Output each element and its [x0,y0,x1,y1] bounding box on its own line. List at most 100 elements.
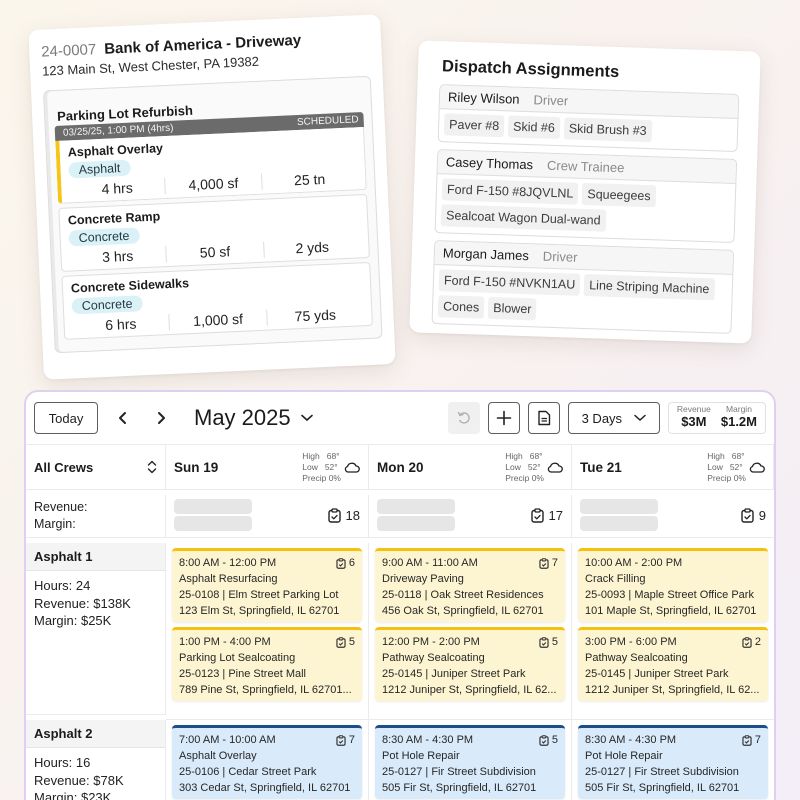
event-title: Crack Filling [585,573,646,586]
task-card[interactable]: Concrete Ramp Concrete 3 hrs 50 sf 2 yds [58,193,370,272]
equipment-chip[interactable]: Paver #8 [443,113,505,138]
event-time: 3:00 PM - 6:00 PM [585,636,677,649]
event-task-count: 2 [742,634,761,650]
month-picker[interactable]: May 2025 [194,405,313,431]
cloud-icon [344,461,360,473]
event-card[interactable]: 12:00 PM - 2:00 PM 5 Pathway Sealcoating… [375,627,565,702]
clipboard-check-icon [327,508,341,523]
equipment-chip[interactable]: Cones [437,295,485,319]
equipment-chip[interactable]: Ford F-150 #8JQVLNL [441,178,579,205]
event-card[interactable]: 8:00 AM - 12:00 PM 6 Asphalt Resurfacing… [172,548,362,623]
event-task-count: 6 [336,555,355,571]
phase-status-badge: SCHEDULED [296,114,359,129]
day-summary: 9 [572,495,774,539]
crew-revenue: Revenue: $78K [34,772,124,788]
assignment[interactable]: Casey Thomas Crew Trainee Ford F-150 #8J… [434,149,738,243]
day-cell[interactable]: 8:00 AM - 12:00 PM 6 Asphalt Resurfacing… [166,543,369,721]
event-title: Driveway Paving [382,573,464,586]
revenue-label: Revenue: [34,500,88,515]
equipment-list: Ford F-150 #NVKN1AU Line Striping Machin… [433,265,733,333]
event-card[interactable]: 10:00 AM - 2:00 PM Crack Filling 25-0093… [578,548,768,623]
crew-filter-select[interactable]: All Crews [26,445,166,490]
event-card[interactable]: 1:00 PM - 4:00 PM 5 Parking Lot Sealcoat… [172,627,362,702]
event-card[interactable]: 8:30 AM - 4:30 PM 7 Pot Hole Repair 25-0… [578,725,768,800]
event-card[interactable]: 8:30 AM - 4:30 PM 5 Pot Hole Repair 25-0… [375,725,565,800]
event-job: 25-0123 | Pine Street Mall [179,668,306,681]
equipment-chip[interactable]: Ford F-150 #NVKN1AU [438,269,581,296]
revenue-skeleton [580,499,658,515]
event-time: 7:00 AM - 10:00 AM [179,734,276,747]
event-card[interactable]: 7:00 AM - 10:00 AM 7 Asphalt Overlay 25-… [172,725,362,800]
task-quantity: 25 tn [293,170,326,189]
event-title: Pathway Sealcoating [585,652,688,665]
equipment-chip[interactable]: Squeegees [582,182,656,208]
add-button[interactable] [487,402,520,434]
day-label[interactable]: Sun 19 [174,459,219,475]
toolbar-actions: 3 Days Revenue $3M Margin $1.2M [447,402,766,434]
event-address: 505 Fir St, Springfield, IL 62701 [585,782,740,795]
low-temp: 52° [729,461,743,472]
day-cell[interactable]: 9:00 AM - 11:00 AM 7 Driveway Paving 25-… [369,543,572,721]
crew-member-role: Driver [542,248,578,265]
margin-skeleton [580,516,658,532]
dispatch-card: Dispatch Assignments Riley Wilson Driver… [409,40,761,344]
equipment-chip[interactable]: Sealcoat Wagon Dual-wand [440,204,606,232]
equipment-chip[interactable]: Line Striping Machine [583,274,715,301]
event-card[interactable]: 9:00 AM - 11:00 AM 7 Driveway Paving 25-… [375,548,565,623]
crew-name[interactable]: Asphalt 1 [26,543,165,572]
phase-panel: Parking Lot Refurbish 03/25/25, 1:00 PM … [42,75,383,354]
summary-labels: Revenue: Margin: [26,495,166,539]
assignment[interactable]: Riley Wilson Driver Paver #8 Skid #6 Ski… [437,84,740,153]
chevron-right-icon[interactable] [142,410,180,426]
clipboard-check-icon [742,735,752,746]
task-card[interactable]: Asphalt Overlay Asphalt 4 hrs 4,000 sf 2… [55,127,367,204]
day-header: Mon 20 High 68° Low 52° Precip 0% [369,445,572,490]
clipboard-check-icon [539,735,549,746]
event-time: 1:00 PM - 4:00 PM [179,636,271,649]
undo-button[interactable] [447,402,480,434]
total-margin: Margin $1.2M [721,404,757,432]
day-label[interactable]: Tue 21 [580,459,622,475]
view-range-dropdown[interactable]: 3 Days [567,402,660,434]
task-tag: Concrete [68,227,140,247]
low-label: Low [505,461,521,472]
event-title: Pathway Sealcoating [382,652,485,665]
precip-label: Precip [505,472,530,483]
task-area: 4,000 sf [165,173,263,195]
day-label[interactable]: Mon 20 [377,459,424,475]
day-summary: 17 [369,495,572,539]
margin-label: Margin: [34,517,76,532]
task-tag: Concrete [71,295,143,315]
crew-margin: Margin: $23K [34,790,112,800]
report-button[interactable] [527,402,560,434]
event-time: 12:00 PM - 2:00 PM [382,636,480,649]
high-temp: 68° [731,450,745,461]
equipment-chip[interactable]: Skid #6 [507,115,561,140]
crew-name[interactable]: Asphalt 2 [26,720,165,749]
assignment[interactable]: Morgan James Driver Ford F-150 #NVKN1AU … [431,240,735,334]
crew-member-role: Driver [533,92,569,109]
event-job: 25-0127 | Fir Street Subdivision [585,766,739,779]
total-margin-label: Margin [725,404,752,414]
job-count-value: 17 [548,508,563,524]
equipment-chip[interactable]: Blower [487,296,537,321]
day-cell[interactable]: 8:30 AM - 4:30 PM 7 Pot Hole Repair 25-0… [572,720,774,800]
chevron-left-icon[interactable] [104,410,142,426]
sort-updown-icon [147,460,157,474]
crew-row-header: Asphalt 1 Hours: 24 Revenue: $138K Margi… [26,543,166,716]
equipment-chip[interactable]: Skid Brush #3 [563,117,652,143]
precip-label: Precip [707,472,732,483]
event-card[interactable]: 3:00 PM - 6:00 PM 2 Pathway Sealcoating … [578,627,768,702]
task-card[interactable]: Concrete Sidewalks Concrete 6 hrs 1,000 … [61,261,374,340]
day-cell[interactable]: 7:00 AM - 10:00 AM 7 Asphalt Overlay 25-… [166,720,369,800]
event-task-count: 5 [539,634,558,650]
day-cell[interactable]: 8:30 AM - 4:30 PM 5 Pot Hole Repair 25-0… [369,720,572,800]
event-address: 1212 Juniper St, Springfield, IL 62... [585,684,760,697]
event-job: 25-0127 | Fir Street Subdivision [382,766,536,779]
day-cell[interactable]: 10:00 AM - 2:00 PM Crack Filling 25-0093… [572,543,774,721]
crew-member-name: Morgan James [442,245,530,264]
event-title: Asphalt Resurfacing [179,573,278,586]
event-address: 505 Fir St, Springfield, IL 62701 [382,782,537,795]
event-address: 456 Oak St, Springfield, IL 62701 [382,605,544,618]
today-button[interactable]: Today [34,402,98,434]
